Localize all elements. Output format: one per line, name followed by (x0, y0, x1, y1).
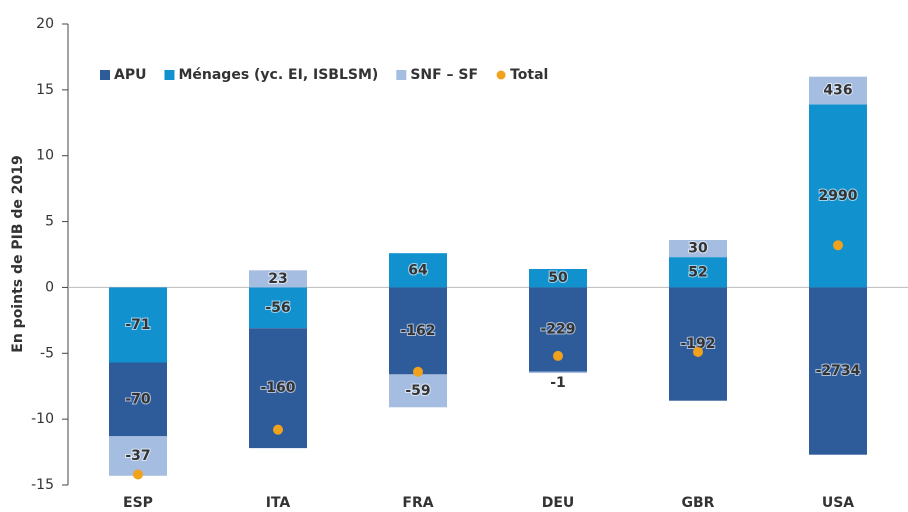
legend-marker (100, 70, 110, 80)
bar-segment (389, 374, 447, 408)
data-label: -56 (265, 300, 290, 316)
y-tick-label: 10 (36, 148, 54, 164)
bar-segment (389, 253, 447, 288)
data-label: -2734 (816, 363, 861, 379)
total-dot (833, 240, 843, 251)
legend-marker (396, 70, 407, 80)
bar-segment (249, 287, 307, 329)
legend-label: APU (114, 67, 146, 83)
y-tick-label: -15 (31, 477, 54, 493)
bar-segment (389, 287, 447, 375)
y-tick-label: -5 (40, 345, 54, 361)
data-label: -59 (405, 383, 430, 399)
data-label: -71 (125, 317, 150, 333)
bar-segment (529, 268, 587, 288)
bar-segment (669, 287, 727, 401)
data-label: -160 (260, 380, 295, 396)
data-label: 64 (408, 262, 428, 278)
bar-segment (809, 287, 867, 455)
y-tick-label: -10 (31, 411, 54, 427)
data-label: 2990 (819, 188, 858, 204)
legend-label: Total (510, 67, 548, 83)
y-axis-label: En points de PIB de 2019 (10, 155, 26, 352)
bar-segment (809, 76, 867, 105)
x-tick-label: ESP (123, 495, 153, 511)
bar-segment (669, 240, 727, 258)
x-tick-label: ITA (266, 495, 291, 511)
data-label: -1 (550, 375, 566, 391)
legend-label: Ménages (yc. EI, ISBLSM) (178, 67, 378, 83)
x-tick-label: USA (822, 495, 854, 511)
data-label: 23 (268, 271, 287, 287)
data-label: 30 (688, 241, 708, 257)
data-label: -70 (125, 391, 151, 407)
legend-marker (164, 70, 175, 80)
legend-marker (496, 70, 506, 80)
total-dot (553, 350, 563, 361)
y-tick-label: 0 (45, 279, 54, 295)
bar-segment (529, 371, 587, 374)
bar-segment (249, 270, 307, 288)
bar-segment (109, 362, 167, 437)
bar-segment (109, 287, 167, 363)
total-dot (413, 366, 423, 377)
data-label: 436 (823, 83, 852, 99)
y-tick-label: 5 (45, 214, 54, 230)
bar-segment (109, 436, 167, 476)
data-label: -37 (125, 448, 150, 464)
data-label: -192 (680, 336, 715, 352)
x-tick-label: GBR (682, 495, 715, 511)
total-dot (273, 424, 283, 435)
total-dot (133, 469, 143, 480)
data-label: -229 (540, 322, 575, 338)
legend-label: SNF – SF (410, 67, 478, 83)
y-tick-label: 20 (36, 16, 54, 32)
data-label: -162 (400, 323, 435, 339)
y-tick-label: 15 (36, 82, 54, 98)
data-label: 52 (688, 264, 707, 280)
data-label: 50 (548, 270, 568, 286)
x-tick-label: FRA (402, 495, 433, 511)
total-dot (693, 346, 703, 357)
x-tick-label: DEU (542, 495, 575, 511)
bar-segment (809, 104, 867, 288)
bar-segment (669, 257, 727, 288)
